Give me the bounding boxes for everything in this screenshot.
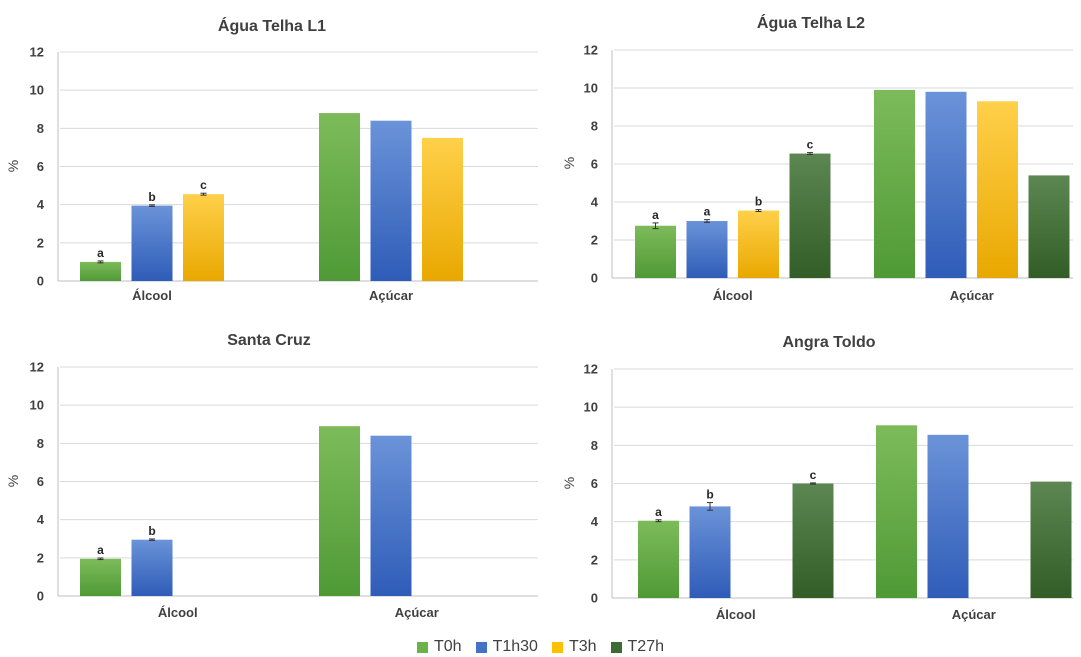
y-tick-label: 10	[30, 83, 44, 98]
bar-t0h-alcool	[638, 520, 679, 598]
bar-t0h-alcool	[80, 261, 121, 281]
significance-label: c	[807, 138, 814, 152]
bar-t3h-alcool	[738, 210, 779, 278]
y-axis-label: %	[561, 477, 577, 489]
y-tick-label: 2	[591, 552, 598, 567]
y-tick-label: 4	[591, 195, 599, 210]
y-tick-label: 10	[584, 81, 598, 96]
chart-agua-telha-l2: Água Telha L2 0 2 4 6 8 10 12% a a b c Álcool Açúcar	[561, 13, 1073, 303]
y-tick-label: 0	[591, 271, 598, 286]
bar-t1h30-alcool	[131, 205, 173, 281]
bar-t3h-acucar	[422, 137, 463, 281]
y-tick-label: 10	[584, 400, 598, 415]
y-tick-label: 4	[37, 197, 45, 212]
y-tick-label: 6	[37, 159, 44, 174]
bar-t1h30-alcool	[131, 539, 173, 596]
category-label-alcool: Álcool	[132, 288, 172, 303]
legend-label-t1h30: T1h30	[492, 638, 538, 655]
y-tick-label: 2	[37, 550, 44, 565]
category-label-acucar: Açúcar	[952, 607, 996, 622]
significance-label: a	[655, 505, 662, 519]
significance-label: a	[652, 208, 659, 222]
legend-item-t1h30: T1h30	[475, 638, 538, 656]
chart-title: Santa Cruz	[227, 332, 311, 349]
y-tick-label: 0	[37, 589, 44, 604]
category-label-alcool: Álcool	[716, 607, 756, 622]
category-label-alcool: Álcool	[713, 288, 753, 303]
significance-label: a	[97, 246, 104, 260]
y-tick-label: 6	[591, 157, 598, 172]
bar-t0h-acucar	[876, 425, 917, 598]
y-tick-label: 4	[37, 512, 45, 527]
significance-label: b	[755, 195, 762, 209]
bar-t0h-alcool	[80, 558, 121, 596]
legend-item-t27h: T27h	[610, 638, 664, 656]
legend-swatch-t0h	[417, 641, 428, 653]
chart-title: Água Telha L2	[757, 13, 865, 32]
legend-label-t27h: T27h	[627, 638, 664, 655]
bar-t1h30-alcool	[686, 221, 728, 278]
y-tick-label: 10	[30, 398, 44, 413]
bar-t0h-alcool	[635, 225, 676, 278]
bar-t1h30-acucar	[925, 91, 967, 278]
y-tick-label: 6	[591, 476, 598, 491]
legend-swatch-t3h	[551, 641, 563, 653]
bar-t3h-acucar	[977, 101, 1018, 278]
bar-t27h-acucar	[1028, 175, 1070, 278]
y-tick-label: 8	[591, 119, 598, 134]
chart-agua-telha-l1: Água Telha L1 0 2 4 6 8 10 12% a b c Álcool Açúcar	[5, 16, 538, 303]
chart-santa-cruz: Santa Cruz 0 2 4 6 8 10 12% a b Álcool Açúcar	[5, 332, 538, 620]
y-tick-label: 8	[37, 436, 44, 451]
y-tick-label: 6	[37, 474, 44, 489]
category-label-acucar: Açúcar	[950, 288, 994, 303]
bar-t1h30-acucar	[927, 434, 969, 598]
legend-swatch-t1h30	[475, 641, 487, 653]
category-label-acucar: Açúcar	[369, 288, 413, 303]
bar-t0h-acucar	[319, 113, 360, 281]
legend-label-t3h: T3h	[568, 638, 597, 655]
category-label-alcool: Álcool	[158, 605, 198, 620]
y-tick-label: 12	[30, 360, 44, 375]
y-tick-label: 4	[591, 514, 599, 529]
bar-t0h-acucar	[319, 426, 360, 596]
legend-item-t3h: T3h	[551, 638, 597, 656]
y-axis-label: %	[561, 157, 577, 169]
bar-t27h-alcool	[792, 483, 834, 598]
bar-t1h30-acucar	[370, 120, 412, 281]
y-tick-label: 12	[30, 45, 44, 60]
y-tick-label: 0	[37, 274, 44, 289]
significance-label: a	[704, 205, 711, 219]
category-label-acucar: Açúcar	[395, 605, 439, 620]
bar-t27h-alcool	[789, 153, 831, 278]
legend: T0h T1h30 T3h T27h	[0, 637, 1081, 657]
y-tick-label: 12	[584, 43, 598, 58]
bar-t3h-alcool	[183, 194, 224, 281]
bar-t1h30-alcool	[689, 506, 731, 598]
legend-item-t0h: T0h	[417, 638, 462, 656]
chart-title: Água Telha L1	[218, 16, 326, 35]
legend-swatch-t27h	[610, 641, 622, 653]
legend-label-t0h: T0h	[434, 638, 462, 655]
significance-label: c	[200, 178, 207, 192]
significance-label: b	[148, 524, 155, 538]
significance-label: b	[706, 488, 713, 502]
y-tick-label: 8	[591, 438, 598, 453]
y-tick-label: 0	[591, 591, 598, 606]
significance-label: c	[810, 468, 817, 482]
y-tick-label: 12	[584, 362, 598, 377]
chart-angra-toldo: Angra Toldo 0 2 4 6 8 10 12% a b c Álcool Açúcar	[561, 334, 1073, 622]
y-axis-label: %	[5, 475, 21, 487]
bar-t0h-acucar	[874, 89, 915, 279]
y-tick-label: 2	[37, 235, 44, 250]
y-tick-label: 2	[591, 233, 598, 248]
significance-label: a	[97, 543, 104, 557]
chart-title: Angra Toldo	[782, 334, 875, 351]
significance-label: b	[148, 190, 155, 204]
bar-t1h30-acucar	[370, 435, 412, 596]
y-tick-label: 8	[37, 121, 44, 136]
bar-t27h-acucar	[1030, 481, 1072, 598]
y-axis-label: %	[5, 160, 21, 172]
